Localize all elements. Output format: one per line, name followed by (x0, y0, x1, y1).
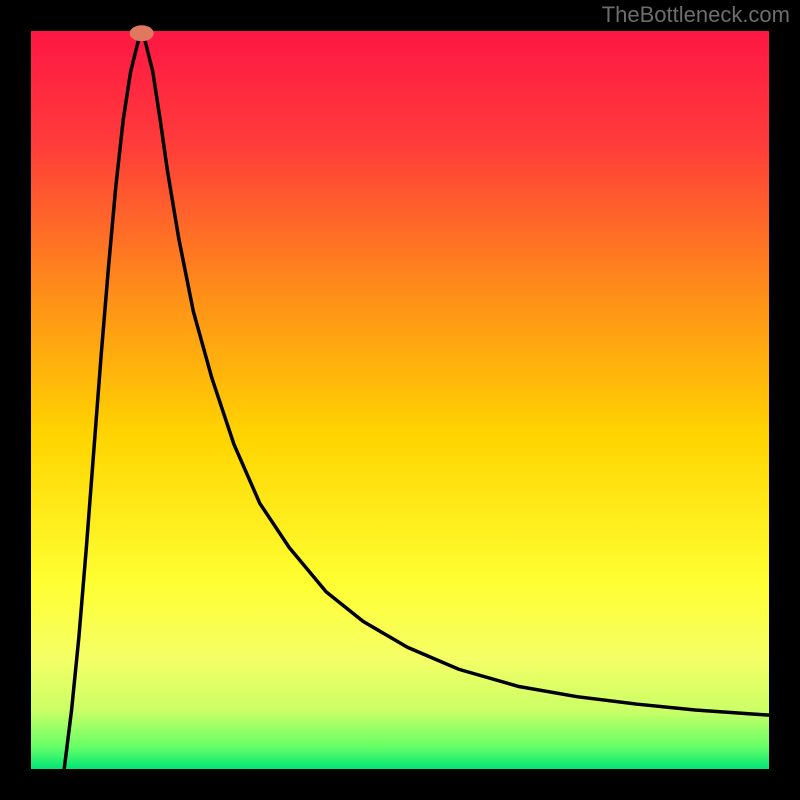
bottleneck-curve-chart: TheBottleneck.com (0, 0, 800, 800)
attribution-text: TheBottleneck.com (602, 2, 790, 27)
chart-plot-background (31, 31, 769, 769)
minimum-marker (130, 25, 154, 41)
chart-container: TheBottleneck.com (0, 0, 800, 800)
